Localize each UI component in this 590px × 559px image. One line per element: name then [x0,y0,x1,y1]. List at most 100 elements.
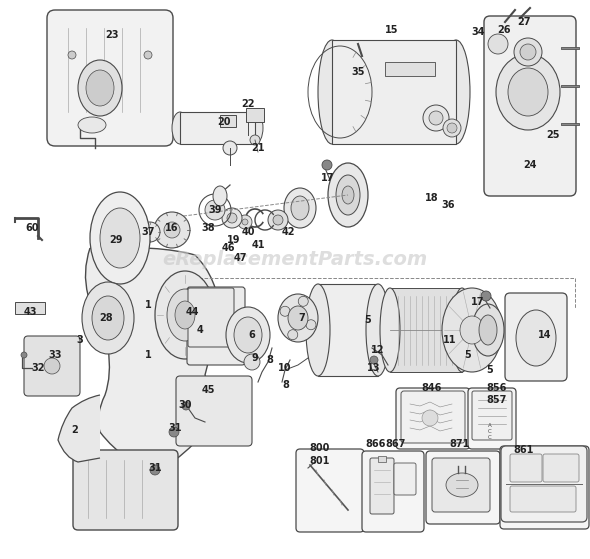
FancyBboxPatch shape [543,454,579,482]
Text: 21: 21 [251,143,265,153]
Text: 32: 32 [31,363,45,373]
Ellipse shape [306,320,316,330]
Text: 30: 30 [178,400,192,410]
Text: 7: 7 [299,313,306,323]
Ellipse shape [154,212,190,248]
Ellipse shape [342,186,354,204]
Ellipse shape [226,307,270,363]
Text: 36: 36 [441,200,455,210]
FancyBboxPatch shape [510,454,542,482]
Text: 44: 44 [185,307,199,317]
Ellipse shape [164,222,180,238]
Text: 3: 3 [77,335,83,345]
Ellipse shape [366,284,390,376]
Ellipse shape [298,296,308,306]
FancyBboxPatch shape [396,388,470,449]
Ellipse shape [213,186,227,206]
Ellipse shape [306,284,330,376]
Ellipse shape [150,465,160,475]
Text: 4: 4 [196,325,204,335]
Ellipse shape [273,215,283,225]
Text: 37: 37 [141,227,155,237]
Text: 33: 33 [48,350,62,360]
Ellipse shape [422,410,438,426]
Text: 22: 22 [241,99,255,109]
Ellipse shape [175,301,195,329]
Ellipse shape [328,163,368,227]
Ellipse shape [280,306,290,316]
Ellipse shape [447,123,457,133]
PathPatch shape [86,247,220,464]
Ellipse shape [452,288,472,372]
Text: 26: 26 [497,25,511,35]
Text: 31: 31 [168,423,182,433]
Ellipse shape [318,40,346,144]
Text: 18: 18 [425,193,439,203]
Ellipse shape [370,356,378,364]
Text: 861: 861 [514,445,534,455]
Text: 801: 801 [310,456,330,466]
FancyBboxPatch shape [432,458,490,512]
Text: eReplacementParts.com: eReplacementParts.com [162,250,428,269]
Bar [318,284,378,376]
Text: 45: 45 [201,385,215,395]
Text: 5: 5 [365,315,371,325]
FancyBboxPatch shape [47,10,173,146]
Text: 34: 34 [471,27,485,37]
Ellipse shape [238,215,252,229]
FancyBboxPatch shape [187,287,245,365]
Text: 42: 42 [281,227,295,237]
Text: 8: 8 [267,355,273,365]
FancyBboxPatch shape [24,336,80,396]
Ellipse shape [78,60,122,116]
FancyBboxPatch shape [188,288,234,347]
Text: 867: 867 [386,439,406,449]
Ellipse shape [172,112,188,144]
Ellipse shape [90,192,150,284]
Ellipse shape [68,51,76,59]
Text: 6: 6 [248,330,255,340]
Ellipse shape [155,271,215,359]
Text: 871: 871 [450,439,470,449]
Ellipse shape [182,402,190,410]
Text: 28: 28 [99,313,113,323]
FancyBboxPatch shape [73,450,178,530]
FancyBboxPatch shape [501,446,587,522]
Text: 19: 19 [227,235,241,245]
Ellipse shape [442,40,470,144]
Ellipse shape [288,306,308,330]
Text: 46: 46 [221,243,235,253]
Text: 47: 47 [233,253,247,263]
Text: 60: 60 [25,223,39,233]
Ellipse shape [244,354,260,370]
Ellipse shape [247,112,263,144]
Text: 11: 11 [443,335,457,345]
Text: 38: 38 [201,223,215,233]
FancyBboxPatch shape [362,451,424,532]
FancyBboxPatch shape [401,391,465,443]
Text: 35: 35 [351,67,365,77]
Text: 5: 5 [465,350,471,360]
Bar [378,456,386,462]
Ellipse shape [268,210,288,230]
Ellipse shape [144,51,152,59]
Text: 27: 27 [517,17,531,27]
Text: 25: 25 [546,130,560,140]
Ellipse shape [100,208,140,268]
Ellipse shape [78,117,106,133]
Text: 866: 866 [366,439,386,449]
Ellipse shape [380,288,400,372]
Text: 846: 846 [422,383,442,393]
Text: 10: 10 [278,363,291,373]
FancyBboxPatch shape [394,463,416,495]
Text: 14: 14 [538,330,552,340]
FancyBboxPatch shape [505,293,567,381]
Text: 24: 24 [523,160,537,170]
Bar [390,288,462,372]
Ellipse shape [291,196,309,220]
Bar [385,62,435,76]
Ellipse shape [481,291,491,301]
Ellipse shape [278,294,318,342]
Ellipse shape [288,330,298,340]
Text: 1: 1 [145,300,152,310]
